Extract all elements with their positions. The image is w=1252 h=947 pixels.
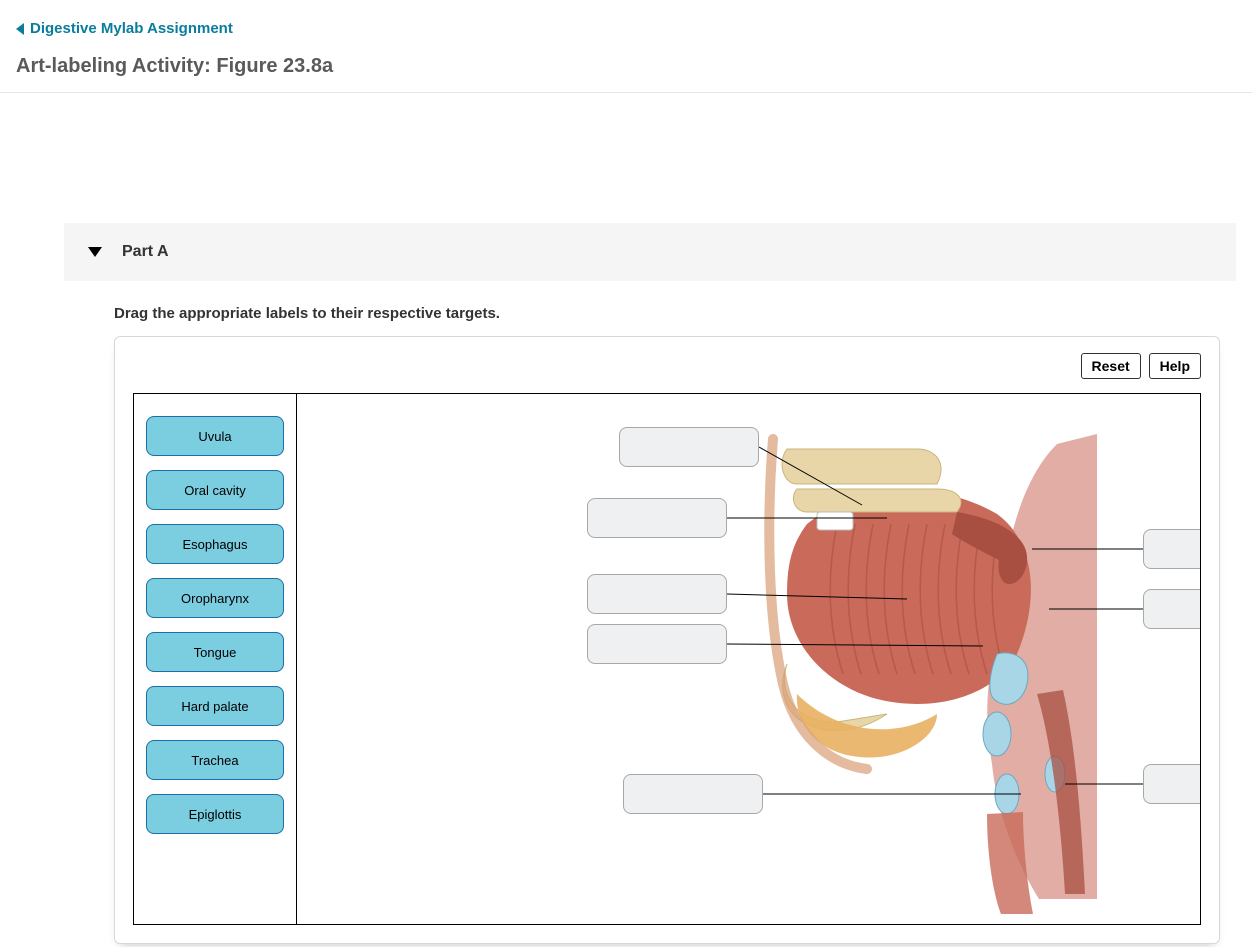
drop-target-t3[interactable] (587, 574, 727, 614)
activity-box: Reset Help Uvula Oral cavity Esophagus Orop… (114, 336, 1220, 944)
anatomy-illustration (297, 394, 1200, 925)
drag-label-uvula[interactable]: Uvula (146, 416, 284, 456)
drop-target-t7[interactable] (1143, 764, 1201, 804)
top-button-row: Reset Help (133, 353, 1201, 379)
drag-label-oropharynx[interactable]: Oropharynx (146, 578, 284, 618)
drop-target-t2[interactable] (587, 498, 727, 538)
diagram-canvas (297, 393, 1201, 925)
instruction-text: Drag the appropriate labels to their res… (114, 305, 1236, 322)
caret-down-icon (88, 247, 102, 257)
drag-label-epiglottis[interactable]: Epiglottis (146, 794, 284, 834)
content-region: Part A Drag the appropriate labels to th… (16, 93, 1236, 944)
drag-label-trachea[interactable]: Trachea (146, 740, 284, 780)
drop-target-t1[interactable] (619, 427, 759, 467)
part-label: Part A (122, 243, 169, 261)
drop-target-t8[interactable] (623, 774, 763, 814)
chevron-left-icon (16, 23, 24, 35)
breadcrumb-label: Digestive Mylab Assignment (30, 20, 233, 37)
drag-label-tongue[interactable]: Tongue (146, 632, 284, 672)
drop-target-t4[interactable] (587, 624, 727, 664)
part-header-toggle[interactable]: Part A (64, 223, 1236, 281)
workspace: Uvula Oral cavity Esophagus Oropharynx Tongu… (133, 393, 1201, 925)
page-title: Art-labeling Activity: Figure 23.8a (16, 55, 1236, 78)
page-root: Digestive Mylab Assignment Art-labeling … (0, 0, 1252, 944)
drag-label-hard-palate[interactable]: Hard palate (146, 686, 284, 726)
drop-target-t5[interactable] (1143, 529, 1201, 569)
breadcrumb-back[interactable]: Digestive Mylab Assignment (16, 20, 1236, 37)
label-bank: Uvula Oral cavity Esophagus Oropharynx Tongu… (133, 393, 297, 925)
drag-label-oral-cavity[interactable]: Oral cavity (146, 470, 284, 510)
reset-button[interactable]: Reset (1081, 353, 1141, 379)
drop-target-t6[interactable] (1143, 589, 1201, 629)
drag-label-esophagus[interactable]: Esophagus (146, 524, 284, 564)
help-button[interactable]: Help (1149, 353, 1201, 379)
